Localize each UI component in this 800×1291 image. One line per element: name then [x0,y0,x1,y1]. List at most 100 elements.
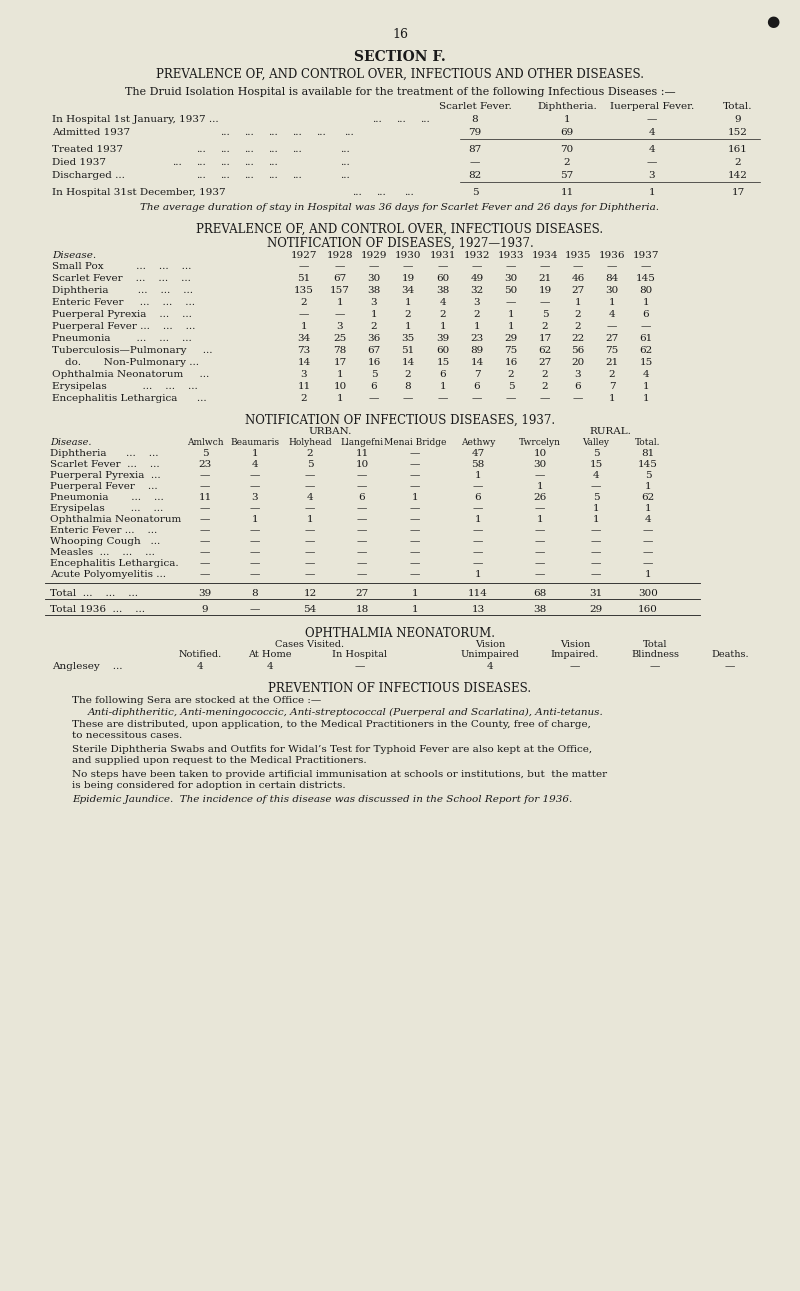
Text: —: — [535,503,545,513]
Text: 3: 3 [252,493,258,502]
Text: SECTION F.: SECTION F. [354,50,446,65]
Text: —: — [473,525,483,534]
Text: 9: 9 [734,115,742,124]
Text: 1930: 1930 [394,250,422,259]
Text: 11: 11 [198,493,212,502]
Text: Encephalitis Lethargica      ...: Encephalitis Lethargica ... [52,394,206,403]
Text: 16: 16 [392,28,408,41]
Text: ...: ... [420,115,430,124]
Text: Discharged ...: Discharged ... [52,170,125,179]
Text: 67: 67 [367,346,381,355]
Text: 15: 15 [436,358,450,367]
Text: ...: ... [172,158,182,167]
Text: 6: 6 [370,382,378,391]
Text: Total.: Total. [723,102,753,111]
Text: —: — [200,525,210,534]
Text: Total: Total [642,640,667,649]
Text: 5: 5 [542,310,548,319]
Text: —: — [200,547,210,556]
Text: —: — [250,571,260,578]
Text: 1: 1 [609,298,615,307]
Text: Epidemic Jaundice.  The incidence of this disease was discussed in the School Re: Epidemic Jaundice. The incidence of this… [72,795,572,804]
Text: 54: 54 [303,605,317,615]
Text: 27: 27 [606,334,618,343]
Text: 1: 1 [474,321,480,330]
Text: —: — [410,559,420,568]
Text: ...: ... [340,145,350,154]
Text: is being considered for adoption in certain districts.: is being considered for adoption in cert… [72,781,346,790]
Text: —: — [410,460,420,469]
Text: 3: 3 [301,371,307,380]
Text: —: — [506,394,516,403]
Text: Impaired.: Impaired. [551,649,599,658]
Text: to necessitous cases.: to necessitous cases. [72,731,182,740]
Text: 49: 49 [470,274,484,283]
Text: —: — [357,525,367,534]
Text: 1: 1 [440,321,446,330]
Text: 135: 135 [294,287,314,296]
Text: 18: 18 [355,605,369,615]
Text: 81: 81 [642,449,654,458]
Text: PREVALENCE OF, AND CONTROL OVER, INFECTIOUS AND OTHER DISEASES.: PREVALENCE OF, AND CONTROL OVER, INFECTI… [156,68,644,81]
Text: Puerperal Fever ...    ...    ...: Puerperal Fever ... ... ... [52,321,195,330]
Text: 16: 16 [367,358,381,367]
Text: 157: 157 [330,287,350,296]
Text: —: — [573,262,583,271]
Text: —: — [506,262,516,271]
Text: —: — [570,662,580,671]
Text: 1: 1 [564,115,570,124]
Text: 10: 10 [355,460,369,469]
Text: Puerperal Pyrexia  ...: Puerperal Pyrexia ... [50,471,161,480]
Text: —: — [305,571,315,578]
Text: 1: 1 [593,503,599,513]
Text: 15: 15 [639,358,653,367]
Text: 7: 7 [609,382,615,391]
Text: —: — [591,547,601,556]
Text: 1: 1 [537,515,543,524]
Text: Acute Polyomyelitis ...: Acute Polyomyelitis ... [50,571,166,578]
Text: ...: ... [372,115,382,124]
Text: 2: 2 [609,371,615,380]
Text: —: — [472,262,482,271]
Text: —: — [410,471,420,480]
Text: Ophthalmia Neonatorum: Ophthalmia Neonatorum [50,515,182,524]
Text: 300: 300 [638,589,658,598]
Text: —: — [369,394,379,403]
Text: 4: 4 [440,298,446,307]
Text: 79: 79 [468,128,482,137]
Text: 5: 5 [306,460,314,469]
Text: 34: 34 [402,287,414,296]
Text: Disease.: Disease. [52,250,96,259]
Text: 1936: 1936 [598,250,626,259]
Text: 50: 50 [504,287,518,296]
Text: —: — [643,547,653,556]
Text: 1: 1 [537,482,543,491]
Text: Twrcelyn: Twrcelyn [519,438,561,447]
Text: 2: 2 [405,371,411,380]
Text: 1: 1 [645,482,651,491]
Text: 1: 1 [370,310,378,319]
Text: —: — [299,310,309,319]
Text: 4: 4 [266,662,274,671]
Text: 4: 4 [197,662,203,671]
Text: 75: 75 [606,346,618,355]
Text: Diphtheria         ...    ...    ...: Diphtheria ... ... ... [52,287,193,296]
Text: Vision: Vision [475,640,505,649]
Text: 15: 15 [590,460,602,469]
Text: NOTIFICATION OF INFECTIOUS DISEASES, 1937.: NOTIFICATION OF INFECTIOUS DISEASES, 193… [245,414,555,427]
Text: Puerperal Fever    ...: Puerperal Fever ... [50,482,158,491]
Text: —: — [357,547,367,556]
Text: 8: 8 [252,589,258,598]
Text: Deaths.: Deaths. [711,649,749,658]
Text: 8: 8 [472,115,478,124]
Text: —: — [607,321,617,330]
Text: 1: 1 [508,310,514,319]
Text: 1: 1 [412,493,418,502]
Text: 11: 11 [298,382,310,391]
Text: 62: 62 [538,346,552,355]
Text: —: — [305,503,315,513]
Text: In Hospital 31st December, 1937: In Hospital 31st December, 1937 [52,188,226,198]
Text: 46: 46 [571,274,585,283]
Text: 1929: 1929 [361,250,387,259]
Text: ...: ... [268,128,278,137]
